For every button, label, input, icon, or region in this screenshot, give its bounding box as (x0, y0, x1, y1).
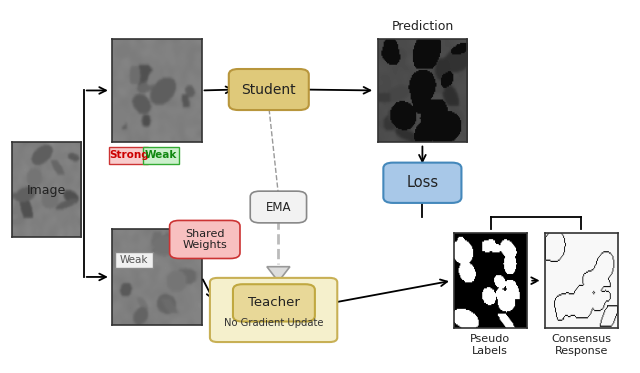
Polygon shape (267, 267, 290, 282)
FancyBboxPatch shape (115, 252, 153, 268)
FancyBboxPatch shape (170, 220, 240, 258)
Text: Strong: Strong (109, 150, 148, 160)
Text: Image: Image (26, 184, 66, 197)
Text: Teacher: Teacher (248, 297, 300, 309)
Text: Weak: Weak (145, 150, 177, 160)
Text: Prediction: Prediction (391, 20, 454, 32)
FancyBboxPatch shape (143, 147, 179, 164)
Text: Consensus
Response: Consensus Response (551, 334, 611, 356)
Text: EMA: EMA (266, 201, 291, 213)
FancyBboxPatch shape (383, 163, 461, 203)
Text: Pseudo
Labels: Pseudo Labels (470, 334, 510, 356)
Text: Loss: Loss (406, 175, 438, 190)
Text: Weak: Weak (120, 255, 148, 265)
FancyBboxPatch shape (229, 69, 309, 110)
Text: Shared
Weights: Shared Weights (182, 229, 227, 250)
FancyBboxPatch shape (233, 284, 315, 322)
FancyBboxPatch shape (250, 191, 307, 223)
Text: No Gradient Update: No Gradient Update (224, 318, 324, 328)
Text: Student: Student (241, 82, 296, 97)
FancyBboxPatch shape (210, 278, 337, 342)
FancyBboxPatch shape (109, 147, 148, 164)
